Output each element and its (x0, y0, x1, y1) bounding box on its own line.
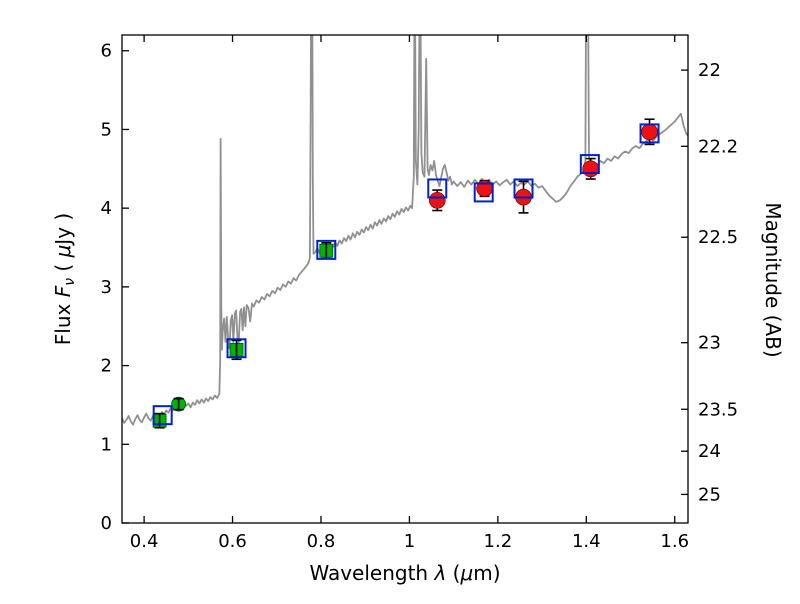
y-tick-label-flux: 6 (101, 41, 112, 62)
model-marker-blue (513, 178, 534, 199)
model-marker-blue (579, 154, 600, 175)
observed-marker-red (428, 191, 446, 209)
y-tick-label-magnitude: 25 (698, 484, 721, 505)
y-tick-label-magnitude: 23 (698, 333, 721, 354)
y-tick-label-flux: 2 (101, 356, 112, 377)
observed-marker-red (582, 160, 600, 178)
y-tick-label-flux: 0 (101, 513, 112, 534)
y-tick-label-magnitude: 23.5 (698, 399, 738, 420)
model-marker-blue (226, 338, 247, 359)
plot-frame (121, 34, 689, 524)
x-axis-label: Wavelength λ (μm) (309, 561, 500, 585)
y-tick-label-flux: 3 (101, 277, 112, 298)
model-marker-blue (473, 182, 494, 203)
x-tick-label: 1.6 (660, 531, 689, 552)
x-tick-label: 1.4 (572, 531, 601, 552)
x-tick-label: 1 (404, 531, 415, 552)
y-tick-label-flux: 4 (101, 198, 112, 219)
observed-marker-red (641, 123, 658, 141)
y-tick-label-magnitude: 22.2 (698, 136, 738, 157)
y-tick-label-magnitude: 22 (698, 60, 721, 81)
x-tick-label: 1.2 (484, 531, 513, 552)
model-marker-blue (316, 239, 337, 260)
y-tick-label-magnitude: 24 (698, 441, 721, 462)
model-marker-blue (639, 123, 660, 144)
plot-content: 0.4 0.6 0.8 1 1.2 1.4 1.601234562222.222.52323… (101, 35, 738, 552)
y-tick-label-flux: 1 (101, 434, 112, 455)
model-marker-blue (427, 178, 448, 199)
x-tick-label: 0.8 (307, 531, 336, 552)
x-tick-label: 0.4 (130, 531, 159, 552)
y-tick-label-flux: 5 (101, 119, 112, 140)
y-tick-label-magnitude: 22.5 (698, 227, 738, 248)
y-axis-label-left: Flux Fν ( μJy ) (51, 213, 78, 345)
y-axis-label-right: Magnitude (AB) (761, 202, 785, 357)
model-marker-blue (152, 405, 173, 426)
spectrum-line (122, 35, 688, 426)
x-tick-label: 0.6 (218, 531, 247, 552)
